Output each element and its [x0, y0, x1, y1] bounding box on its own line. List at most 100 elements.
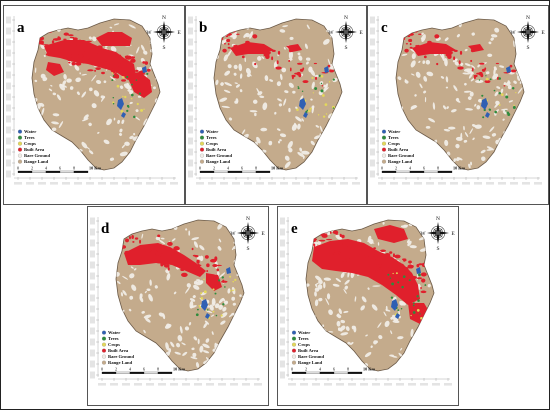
- legend-label: Trees: [206, 135, 217, 140]
- scale-tick-label: 6: [241, 166, 243, 171]
- scale-tick-label: 0: [101, 367, 103, 372]
- water-bodies: [391, 267, 421, 319]
- scale-tick-label: 0: [17, 166, 19, 171]
- built-area-layer: [120, 225, 228, 291]
- map-panel-c: c N S E W Water Trees Crops Built Area Bare Groun…: [367, 5, 549, 205]
- legend-swatch: [200, 141, 205, 146]
- scale-tick-label: 0: [291, 367, 293, 372]
- water-bodies: [117, 66, 147, 118]
- built-area-layer: [37, 22, 152, 98]
- legend-label: Bare Ground: [206, 153, 232, 158]
- map-panel-b: b N S E W Water Trees Crops Built Area Bare Groun…: [185, 5, 367, 205]
- compass-s-label: S: [436, 246, 439, 252]
- legend-label: Range Land: [206, 159, 231, 164]
- scale-tick-label: 4: [45, 166, 48, 171]
- map-panel-e: e N S E W Water Trees Crops Built Area Bare Groun…: [277, 206, 459, 406]
- compass-w-label: W: [328, 30, 334, 36]
- legend-label: Bare Ground: [24, 153, 50, 158]
- legend-label: Trees: [388, 135, 399, 140]
- panel-label: e: [291, 221, 298, 237]
- catchment-range-land: [115, 219, 245, 372]
- scale-bar: 0 2 4 6 8 10 Km: [101, 367, 185, 374]
- legend-label: Bare Ground: [298, 354, 324, 359]
- legend-swatch: [382, 147, 387, 152]
- trees-crops-layer: [195, 275, 237, 320]
- scale-bar: 0 2 4 6 8 10 Km: [199, 166, 283, 173]
- compass-s-label: S: [246, 246, 249, 252]
- legend-swatch: [18, 159, 23, 164]
- trees-crops-layer: [478, 75, 517, 119]
- legend-swatch: [292, 336, 297, 341]
- legend-label: Water: [206, 129, 218, 134]
- scale-bar: 0 2 4 6 8 10 Km: [381, 166, 465, 173]
- map-panel-d: d N S E W Water Trees Crops Built Area Bare Groun…: [87, 206, 269, 406]
- coordinate-ticks: [6, 16, 178, 185]
- scale-tick-label: 4: [227, 166, 230, 171]
- scale-tick-label: 6: [59, 166, 61, 171]
- legend-label: Crops: [24, 141, 36, 146]
- legend-swatch: [200, 147, 205, 152]
- legend-swatch: [102, 336, 107, 341]
- scale-bar: 0 2 4 6 8 10 Km: [291, 367, 375, 374]
- panel-label: c: [381, 20, 388, 36]
- compass-rose-icon: N S E W: [230, 216, 265, 252]
- scale-tick-label: 6: [423, 166, 425, 171]
- scale-end-label: 10 Km: [173, 367, 185, 372]
- scale-tick-label: 2: [31, 166, 33, 171]
- scale-end-label: 10 Km: [271, 166, 283, 171]
- compass-e-label: E: [451, 231, 455, 237]
- scale-end-label: 10 Km: [363, 367, 375, 372]
- scale-bar: 0 2 4 6 8 10 Km: [17, 166, 101, 173]
- legend-label: Range Land: [24, 159, 49, 164]
- compass-n-label: N: [344, 15, 348, 21]
- legend-swatch: [18, 135, 23, 140]
- scale-tick-label: 0: [381, 166, 383, 171]
- legend-label: Trees: [24, 135, 35, 140]
- legend-label: Water: [388, 129, 400, 134]
- scale-tick-label: 2: [395, 166, 397, 171]
- legend-label: Crops: [388, 141, 400, 146]
- compass-s-label: S: [526, 45, 529, 51]
- panel-label: b: [199, 20, 207, 36]
- legend-swatch: [292, 360, 297, 365]
- legend-label: Range Land: [298, 360, 323, 365]
- compass-s-label: S: [162, 45, 165, 51]
- legend-label: Built Area: [206, 147, 227, 152]
- compass-rose-icon: N S E W: [420, 216, 455, 252]
- legend-swatch: [292, 354, 297, 359]
- legend-swatch: [18, 153, 23, 158]
- legend-swatch: [292, 348, 297, 353]
- legend-label: Water: [298, 330, 310, 335]
- legend-label: Built Area: [24, 147, 45, 152]
- scale-tick-label: 8: [255, 166, 257, 171]
- scale-tick-label: 8: [157, 367, 159, 372]
- legend-label: Trees: [298, 336, 309, 341]
- legend-label: Crops: [298, 342, 310, 347]
- legend-swatch: [200, 159, 205, 164]
- legend-label: Water: [108, 330, 120, 335]
- scale-end-label: 10 Km: [89, 166, 101, 171]
- compass-n-label: N: [436, 216, 440, 222]
- compass-rose-icon: N S E W: [146, 15, 181, 51]
- compass-n-label: N: [246, 216, 250, 222]
- compass-w-label: W: [146, 30, 152, 36]
- scale-tick-label: 2: [213, 166, 215, 171]
- legend-swatch: [102, 354, 107, 359]
- compass-rose-icon: N S E W: [510, 15, 545, 51]
- panel-label: d: [101, 221, 110, 237]
- legend-label: Bare Ground: [388, 153, 414, 158]
- compass-s-label: S: [344, 45, 347, 51]
- compass-n-label: N: [162, 15, 166, 21]
- compass-rose-icon: N S E W: [328, 15, 363, 51]
- legend-swatch: [200, 153, 205, 158]
- compass-w-label: W: [420, 231, 426, 237]
- legend-label: Crops: [108, 342, 120, 347]
- built-area-layer: [219, 28, 335, 87]
- built-area-layer: [310, 225, 430, 325]
